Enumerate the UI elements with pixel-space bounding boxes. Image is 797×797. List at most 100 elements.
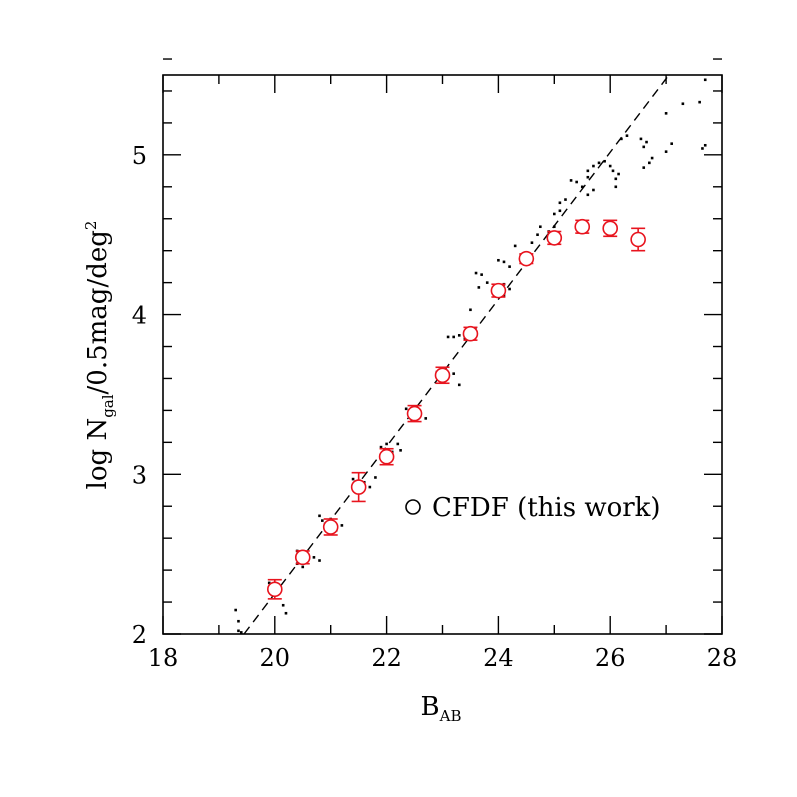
literature-dot bbox=[558, 201, 562, 205]
literature-dot bbox=[239, 631, 243, 634]
literature-dot bbox=[446, 335, 450, 339]
cfdf-marker bbox=[462, 325, 479, 342]
x-tick-label: 28 bbox=[707, 644, 738, 672]
literature-dot bbox=[485, 281, 489, 284]
cfdf-marker bbox=[630, 231, 646, 248]
cfdf-point bbox=[602, 219, 619, 238]
legend-label: CFDF (this work) bbox=[432, 493, 661, 523]
fit-line bbox=[243, 74, 670, 635]
literature-dot bbox=[592, 188, 595, 192]
cfdf-marker bbox=[574, 218, 591, 235]
literature-dot bbox=[267, 581, 271, 585]
cfdf-marker bbox=[546, 230, 563, 246]
literature-dot bbox=[586, 193, 590, 197]
literature-dot bbox=[318, 514, 321, 518]
literature-dot bbox=[586, 169, 590, 173]
literature-dot bbox=[340, 524, 344, 527]
literature-dot bbox=[469, 308, 472, 312]
literature-dot bbox=[237, 619, 240, 623]
literature-dot bbox=[477, 286, 481, 289]
plot-frame bbox=[162, 74, 723, 635]
legend-open-circle-icon bbox=[405, 499, 421, 515]
literature-dot bbox=[312, 556, 316, 559]
cfdf-point bbox=[406, 404, 423, 423]
literature-dot bbox=[385, 442, 388, 446]
literature-dot bbox=[539, 225, 542, 229]
literature-dot bbox=[234, 608, 237, 612]
cfdf-point bbox=[546, 230, 563, 246]
literature-dot bbox=[301, 565, 305, 569]
y-tick-label: 3 bbox=[132, 461, 147, 489]
literature-dot bbox=[701, 147, 704, 150]
literature-dot bbox=[642, 145, 646, 149]
literature-dot bbox=[513, 244, 517, 248]
x-tick-label: 20 bbox=[260, 644, 291, 672]
literature-dot bbox=[318, 559, 321, 562]
cfdf-point bbox=[574, 218, 591, 235]
literature-dot bbox=[614, 177, 618, 181]
literature-dot bbox=[508, 265, 511, 268]
cfdf-point bbox=[630, 227, 646, 252]
legend: CFDF (this work) bbox=[405, 493, 661, 523]
literature-dot bbox=[575, 180, 578, 184]
literature-dot bbox=[703, 78, 707, 82]
literature-dot bbox=[452, 372, 455, 375]
literature-dot bbox=[399, 449, 402, 452]
literature-dot bbox=[564, 198, 567, 201]
literature-dot bbox=[586, 175, 590, 179]
literature-dot bbox=[396, 442, 400, 446]
literature-dot bbox=[648, 161, 651, 165]
cfdf-marker bbox=[266, 581, 283, 598]
axes-frame bbox=[162, 74, 723, 635]
cfdf-marker bbox=[434, 367, 451, 384]
literature-dot bbox=[681, 102, 685, 106]
y-ticks: 2 3 4 5 bbox=[132, 58, 722, 649]
literature-dot bbox=[625, 134, 629, 137]
literature-dot bbox=[580, 185, 584, 189]
cfdf-point bbox=[322, 518, 339, 536]
cfdf-marker bbox=[294, 549, 311, 566]
x-tick-label: 18 bbox=[148, 644, 179, 672]
literature-dot bbox=[603, 159, 606, 163]
literature-dot bbox=[611, 169, 615, 173]
literature-dot bbox=[457, 334, 461, 337]
literature-dot bbox=[480, 273, 483, 276]
y-tick-label: 5 bbox=[132, 142, 147, 170]
cfdf-marker bbox=[406, 405, 423, 422]
literature-dot bbox=[569, 179, 573, 182]
cfdf-marker bbox=[378, 448, 395, 465]
literature-dot bbox=[284, 611, 288, 615]
literature-dot bbox=[617, 172, 620, 176]
literature-dot bbox=[553, 212, 556, 216]
literature-dot bbox=[614, 185, 618, 189]
literature-dot bbox=[374, 476, 377, 479]
literature-dot bbox=[608, 164, 612, 168]
literature-dot bbox=[281, 603, 285, 607]
literature-dot bbox=[664, 150, 668, 153]
literature-dot bbox=[670, 142, 673, 145]
literature-dot bbox=[452, 335, 455, 339]
literature-dot bbox=[457, 383, 461, 387]
x-tick-label: 22 bbox=[371, 644, 402, 672]
cfdf-point bbox=[462, 325, 479, 342]
cfdf-marker bbox=[490, 282, 507, 299]
cfdf-point bbox=[434, 366, 451, 385]
literature-dot bbox=[592, 164, 595, 168]
cfdf-point bbox=[490, 282, 507, 299]
literature-dot bbox=[424, 417, 428, 420]
literature-dot bbox=[639, 137, 643, 141]
cfdf-point bbox=[378, 447, 395, 466]
x-ticks: 18 20 22 24 26 28 bbox=[148, 75, 738, 672]
y-tick-label: 2 bbox=[132, 621, 147, 649]
x-tick-label: 26 bbox=[595, 644, 626, 672]
cfdf-points bbox=[266, 218, 646, 600]
literature-dot bbox=[497, 258, 500, 262]
literature-dot bbox=[620, 137, 623, 141]
literature-dot bbox=[703, 143, 707, 147]
literature-dot bbox=[351, 477, 355, 481]
literature-dot bbox=[664, 112, 668, 115]
cfdf-point bbox=[350, 471, 367, 503]
cfdf-point bbox=[266, 578, 283, 600]
cfdf-marker bbox=[322, 519, 339, 535]
